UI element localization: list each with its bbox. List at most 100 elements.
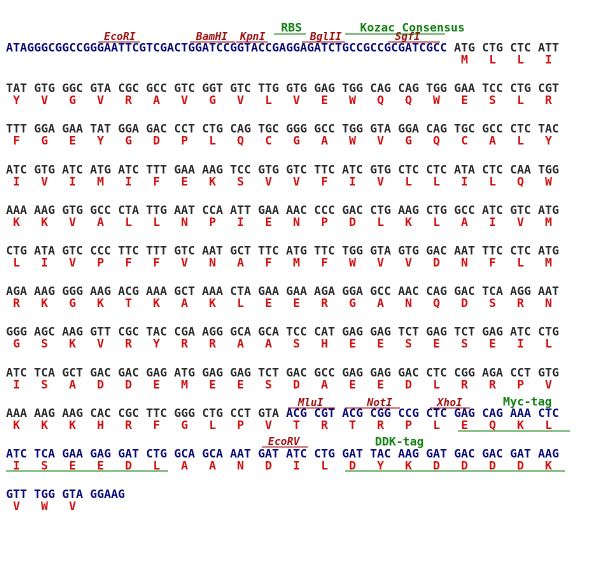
codon: AAT xyxy=(230,447,251,461)
amino-acid: V xyxy=(377,256,384,270)
codon: AAT xyxy=(454,244,475,258)
codon: AAG xyxy=(34,284,55,298)
amino-acid: A xyxy=(489,134,496,148)
amino-acid: I xyxy=(69,174,76,188)
codon: CAG xyxy=(426,122,447,136)
codon: TCA xyxy=(34,447,55,461)
codon: TAT xyxy=(90,122,111,136)
codon: CAT xyxy=(314,325,335,339)
codon: TTC xyxy=(258,244,279,258)
amino-acid: V xyxy=(69,256,76,270)
amino-acid: K xyxy=(517,418,524,432)
amino-acid: Q xyxy=(489,418,496,432)
codon: CGT xyxy=(314,406,335,420)
amino-acid: F xyxy=(153,418,160,432)
codon: GCT xyxy=(174,284,195,298)
amino-acid: E xyxy=(489,337,496,351)
codon: ATC xyxy=(510,325,531,339)
codon: GAC xyxy=(398,365,419,379)
codon: ATC xyxy=(342,162,363,176)
codon: GAG xyxy=(370,325,391,339)
amino-acid: E xyxy=(461,418,468,432)
codon: GTG xyxy=(258,162,279,176)
codon: GAG xyxy=(314,81,335,95)
codon: GTG xyxy=(538,365,559,379)
amino-acid: D xyxy=(433,256,440,270)
amino-acid: C xyxy=(461,134,468,148)
codon: TGC xyxy=(454,122,475,136)
amino-acid: P xyxy=(517,377,524,391)
codon: GGG xyxy=(286,122,307,136)
amino-acid: L xyxy=(433,377,440,391)
amino-acid: D xyxy=(265,459,272,473)
amino-acid: A xyxy=(69,377,76,391)
codon: AAA xyxy=(510,406,531,420)
amino-acid: E xyxy=(69,134,76,148)
codon: GTG xyxy=(286,81,307,95)
amino-acid: R xyxy=(181,337,188,351)
amino-acid: E xyxy=(349,377,356,391)
codon: AGA xyxy=(314,284,335,298)
amino-acid: V xyxy=(293,174,300,188)
amino-acid: M xyxy=(97,174,104,188)
codon: ATG xyxy=(286,244,307,258)
amino-acid: A xyxy=(321,377,328,391)
codon: GTG xyxy=(34,162,55,176)
amino-acid: R xyxy=(125,418,132,432)
codon: GTA xyxy=(370,122,391,136)
codon: GAA xyxy=(454,81,475,95)
codon: CAA xyxy=(510,162,531,176)
codon: AAG xyxy=(62,406,83,420)
codon: AAT xyxy=(538,284,559,298)
amino-acid: E xyxy=(69,459,76,473)
amino-acid: F xyxy=(321,256,328,270)
amino-acid: L xyxy=(517,256,524,270)
codon: GTC xyxy=(286,162,307,176)
amino-acid: A xyxy=(209,459,216,473)
codon: ATC xyxy=(118,162,139,176)
codon: TCC xyxy=(286,325,307,339)
codon: TGG xyxy=(538,162,559,176)
amino-acid: N xyxy=(181,215,188,229)
amino-acid: N xyxy=(237,459,244,473)
codon: GAG xyxy=(90,447,111,461)
codon: AAC xyxy=(398,284,419,298)
amino-acid: P xyxy=(209,215,216,229)
amino-acid: E xyxy=(153,377,160,391)
codon: TCA xyxy=(482,284,503,298)
amino-acid: L xyxy=(433,215,440,229)
codon: GTC xyxy=(230,81,251,95)
amino-acid: L xyxy=(153,215,160,229)
amino-acid: S xyxy=(489,296,496,310)
amino-acid: K xyxy=(405,215,412,229)
codon: GAC xyxy=(482,447,503,461)
amino-acid: Y xyxy=(97,134,104,148)
amino-acid: L xyxy=(489,53,496,67)
amino-acid: S xyxy=(41,337,48,351)
codon: GAA xyxy=(62,122,83,136)
codon: CGT xyxy=(538,81,559,95)
codon: GCA xyxy=(202,447,223,461)
codon: ACG xyxy=(286,406,307,420)
codon: CTG xyxy=(202,406,223,420)
amino-acid: N xyxy=(293,215,300,229)
amino-acid: E xyxy=(433,337,440,351)
codon: TGC xyxy=(258,122,279,136)
amino-acid: Y xyxy=(153,337,160,351)
codon: GCA xyxy=(174,447,195,461)
codon: GAG xyxy=(230,365,251,379)
codon: GAA xyxy=(62,447,83,461)
amino-acid: Q xyxy=(517,174,524,188)
amino-acid: E xyxy=(321,93,328,107)
codon: ATT xyxy=(538,41,559,55)
amino-acid: Q xyxy=(433,296,440,310)
amino-acid: D xyxy=(517,459,524,473)
restriction-site-label: BglII xyxy=(309,31,342,43)
amino-acid: D xyxy=(293,377,300,391)
restriction-site-label: KpnI xyxy=(239,31,266,43)
amino-acid: A xyxy=(377,296,384,310)
amino-acid: V xyxy=(13,499,20,513)
amino-acid: A xyxy=(181,296,188,310)
codon: TCT xyxy=(258,365,279,379)
amino-acid: G xyxy=(181,418,188,432)
